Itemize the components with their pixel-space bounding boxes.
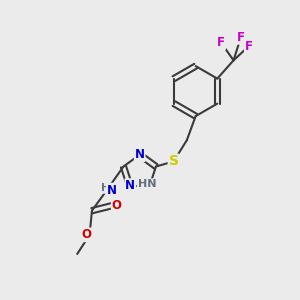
Text: N: N — [135, 148, 145, 161]
Text: N: N — [125, 179, 135, 192]
Text: O: O — [82, 228, 92, 241]
Text: F: F — [245, 40, 253, 53]
Text: F: F — [237, 31, 245, 44]
Text: S: S — [169, 154, 178, 169]
Text: H: H — [100, 183, 109, 193]
Text: O: O — [112, 199, 122, 212]
Text: F: F — [217, 36, 225, 49]
Text: HN: HN — [137, 179, 156, 189]
Text: N: N — [107, 184, 117, 196]
